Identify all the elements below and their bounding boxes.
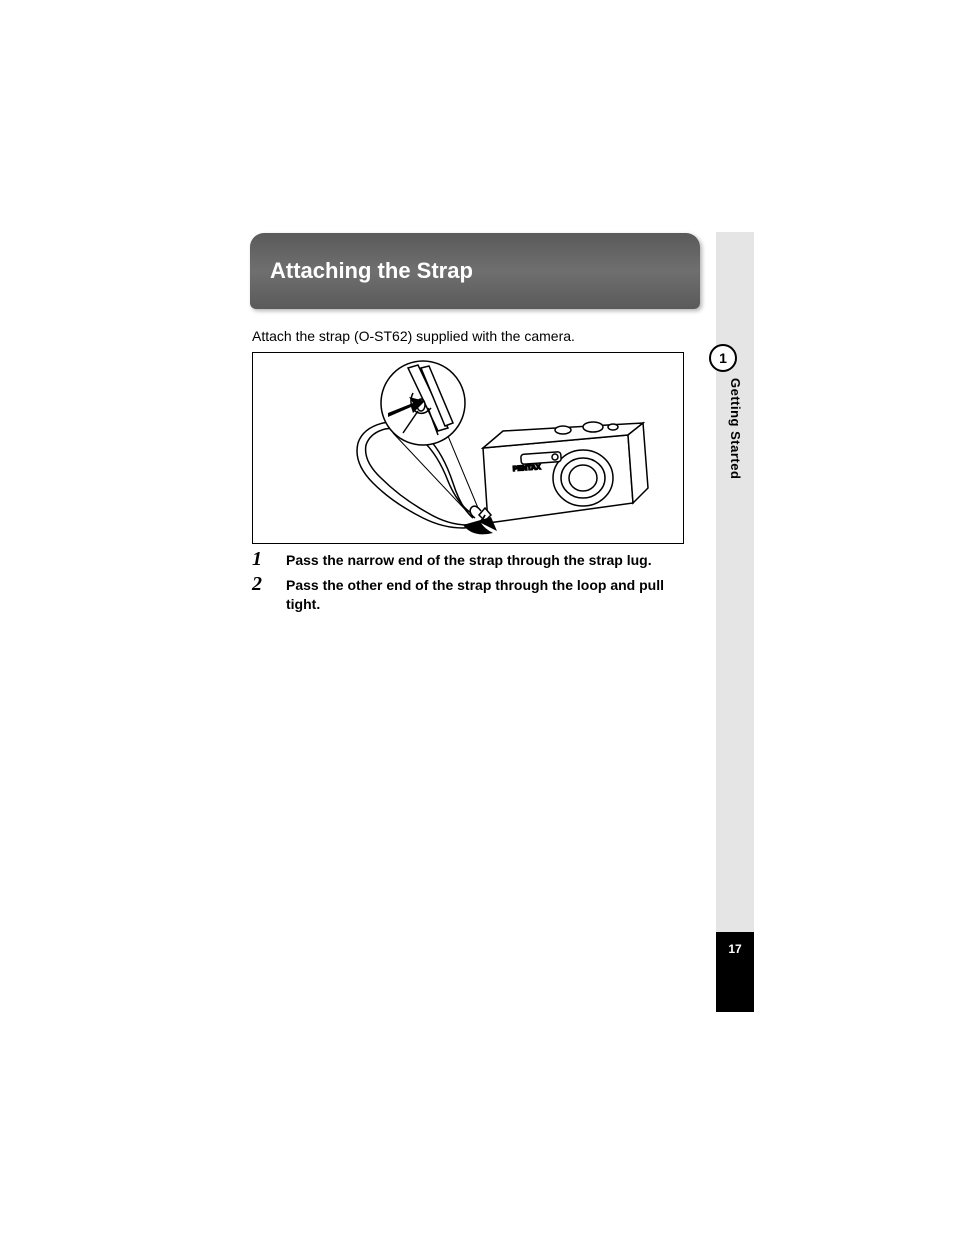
chapter-number: 1 bbox=[719, 350, 727, 366]
strap-figure: PENTAX bbox=[252, 352, 684, 544]
page-number: 17 bbox=[728, 942, 741, 956]
steps-list: 1 Pass the narrow end of the strap throu… bbox=[252, 548, 682, 617]
sidebar-gray-strip bbox=[716, 232, 754, 932]
chapter-label: Getting Started bbox=[728, 378, 743, 479]
arrow-curved-icon bbox=[463, 517, 497, 534]
camera-strap-illustration: PENTAX bbox=[253, 353, 683, 543]
chapter-number-badge: 1 bbox=[709, 344, 737, 372]
section-heading-box: Attaching the Strap bbox=[250, 233, 700, 309]
section-heading: Attaching the Strap bbox=[270, 258, 473, 284]
page-number-box: 17 bbox=[716, 932, 754, 1012]
step-number: 1 bbox=[252, 548, 286, 570]
step-row: 2 Pass the other end of the strap throug… bbox=[252, 573, 682, 615]
step-text: Pass the narrow end of the strap through… bbox=[286, 548, 652, 571]
step-row: 1 Pass the narrow end of the strap throu… bbox=[252, 548, 682, 571]
step-text: Pass the other end of the strap through … bbox=[286, 573, 682, 615]
step-number: 2 bbox=[252, 573, 286, 595]
intro-text: Attach the strap (O-ST62) supplied with … bbox=[252, 328, 575, 344]
